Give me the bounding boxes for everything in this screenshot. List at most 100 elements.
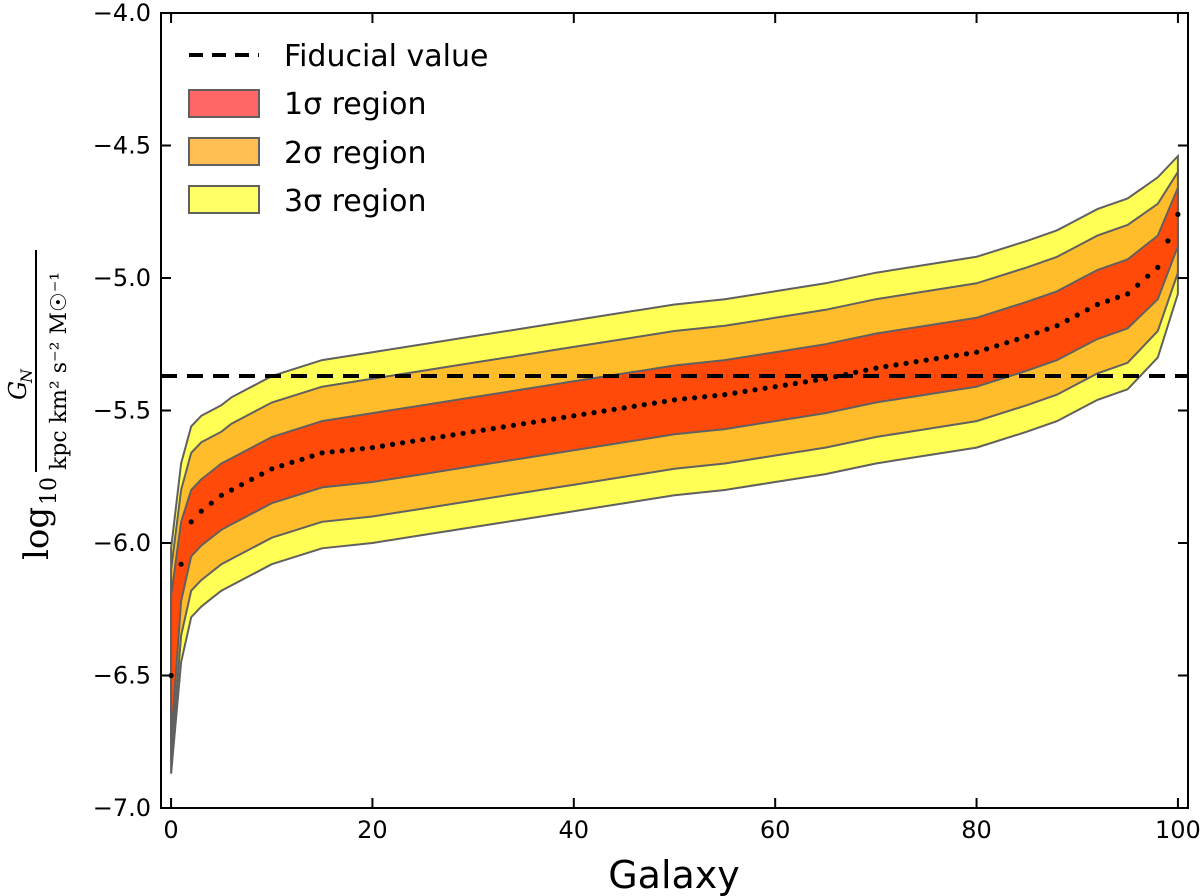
median-points — [168, 211, 1181, 679]
x-tick-label: 100 — [1155, 816, 1200, 844]
y-tick-label: −4.5 — [93, 132, 151, 160]
legend-2sigma-label: 2σ region — [284, 136, 427, 171]
median-point — [319, 450, 325, 456]
median-point — [349, 447, 355, 453]
median-point — [390, 441, 396, 447]
median-point — [400, 440, 406, 446]
median-point — [591, 410, 597, 416]
median-point — [742, 388, 748, 394]
median-point — [873, 365, 879, 371]
median-point — [218, 492, 224, 498]
median-point — [712, 393, 718, 399]
median-point — [359, 446, 365, 452]
median-point — [943, 354, 950, 360]
y-label-log-sub: 10 — [37, 477, 62, 505]
band-2sigma — [170, 168, 1179, 761]
median-point — [510, 422, 516, 428]
median-point — [792, 380, 798, 387]
y-tick-label: −6.0 — [93, 529, 151, 557]
median-point — [1155, 264, 1161, 270]
legend-1sigma-swatch — [188, 89, 260, 118]
median-point — [198, 508, 204, 514]
x-tick-label: 80 — [961, 816, 992, 844]
median-point — [752, 387, 758, 393]
median-point — [903, 360, 909, 366]
median-point — [1054, 323, 1060, 329]
median-point — [671, 397, 678, 403]
median-point — [329, 449, 335, 455]
y-tick-label: −7.0 — [93, 794, 151, 822]
median-point — [168, 672, 174, 679]
median-point — [621, 405, 627, 411]
median-point — [692, 395, 698, 401]
median-point — [410, 438, 416, 444]
x-tick-label: 60 — [760, 816, 791, 844]
median-point — [984, 346, 990, 352]
median-point — [188, 519, 194, 525]
median-point — [1125, 291, 1131, 297]
median-point — [480, 427, 486, 433]
median-point — [530, 419, 537, 425]
median-point — [379, 443, 386, 449]
median-point — [1064, 317, 1070, 323]
median-point — [1135, 282, 1141, 288]
median-point — [339, 448, 345, 454]
median-point — [430, 435, 436, 441]
x-tick-label: 40 — [559, 816, 590, 844]
median-point — [1044, 326, 1050, 332]
median-point — [974, 349, 980, 355]
median-point — [702, 394, 708, 400]
y-label-denominator: kpc km² s⁻² M☉⁻¹ — [47, 272, 72, 470]
legend-1sigma-label: 1σ region — [284, 87, 427, 122]
median-point — [893, 362, 899, 368]
y-tick-label: −6.5 — [93, 662, 151, 690]
median-point — [1084, 307, 1090, 313]
median-point — [762, 385, 768, 391]
median-point — [490, 425, 496, 432]
median-point — [1145, 273, 1151, 279]
median-point — [651, 400, 658, 406]
median-point — [450, 432, 456, 438]
y-label-numerator-sub: N — [17, 368, 36, 384]
median-point — [228, 487, 235, 493]
median-point — [822, 376, 829, 382]
median-point — [661, 398, 668, 405]
y-tick-label: −4.0 — [93, 0, 151, 27]
median-point — [208, 500, 214, 506]
median-point — [963, 351, 970, 357]
median-point — [299, 456, 305, 462]
median-point — [420, 437, 426, 443]
median-point — [682, 396, 688, 402]
median-point — [369, 445, 375, 451]
median-point — [1114, 294, 1121, 300]
median-point — [833, 374, 839, 380]
median-point — [782, 382, 788, 388]
x-tick-label: 0 — [163, 816, 178, 844]
median-point — [933, 356, 939, 362]
median-point — [1004, 340, 1010, 346]
median-point — [1175, 211, 1181, 217]
y-tick-label: −5.5 — [93, 397, 151, 425]
median-point — [571, 413, 577, 419]
median-point — [913, 359, 919, 365]
median-point — [923, 357, 929, 363]
median-point — [1094, 301, 1100, 308]
x-axis-ticks: 0 20 40 60 80 100 — [163, 13, 1200, 844]
median-point — [259, 471, 265, 477]
median-point — [1024, 333, 1030, 339]
median-point — [772, 384, 778, 390]
median-point — [289, 459, 295, 465]
median-point — [1165, 238, 1171, 244]
median-point — [1104, 298, 1111, 304]
median-point — [863, 367, 869, 373]
median-point — [269, 466, 275, 472]
median-point — [1014, 336, 1020, 343]
legend-2sigma-swatch — [188, 137, 260, 166]
median-point — [541, 418, 547, 424]
median-point — [470, 429, 476, 435]
median-point — [853, 369, 859, 375]
median-point — [611, 406, 617, 412]
median-point — [601, 408, 607, 414]
median-point — [500, 424, 506, 430]
